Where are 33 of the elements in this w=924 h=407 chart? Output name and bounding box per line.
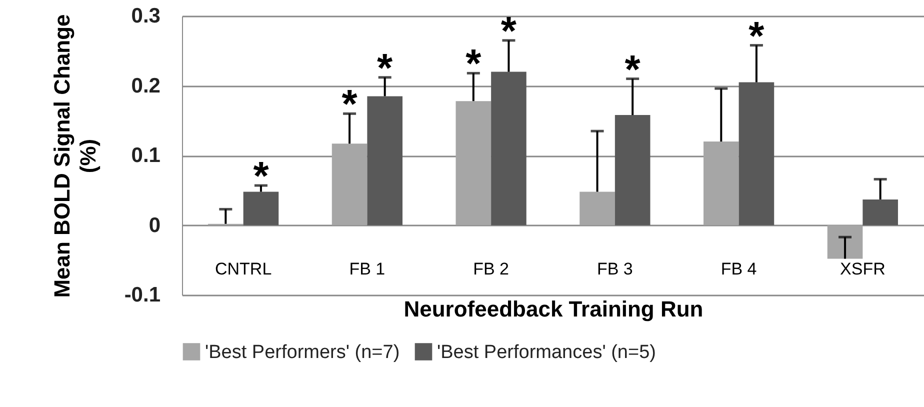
legend-label: 'Best Performers' (n=7)	[205, 342, 400, 363]
legend-label: 'Best Performances' (n=5)	[437, 342, 656, 363]
x-tick-label: FB 4	[720, 260, 757, 278]
y-tick-label: 0	[148, 214, 160, 237]
bar	[862, 199, 898, 226]
y-axis-title: Mean BOLD Signal Change (%)	[49, 14, 100, 298]
bar	[704, 142, 739, 226]
annotation: *	[748, 14, 765, 58]
x-tick-label: FB 3	[596, 260, 633, 278]
bar	[580, 192, 615, 226]
bar	[332, 144, 368, 226]
y-tick-label: 0.3	[131, 4, 160, 28]
bar	[456, 101, 492, 226]
annotation: *	[377, 46, 394, 90]
x-tick-label: FB 1	[349, 260, 386, 278]
bar	[827, 225, 863, 259]
x-tick-label: XSFR	[840, 260, 886, 278]
bar	[614, 115, 650, 226]
bar	[738, 82, 774, 226]
bar	[243, 192, 279, 226]
x-tick-label: CNTRL	[214, 260, 272, 278]
y-tick-label: 0.1	[131, 144, 161, 167]
x-axis-title: Neurofeedback Training Run	[404, 296, 704, 322]
annotation: *	[624, 48, 641, 92]
annotation: *	[342, 82, 358, 127]
annotation: *	[500, 9, 517, 54]
bar	[367, 96, 402, 226]
annotation: *	[253, 154, 270, 198]
bar	[491, 72, 526, 226]
y-tick-label: -0.1	[124, 284, 161, 306]
y-tick-label: 0.2	[131, 74, 160, 98]
annotation: *	[466, 42, 482, 86]
x-tick-label: FB 2	[473, 260, 510, 278]
